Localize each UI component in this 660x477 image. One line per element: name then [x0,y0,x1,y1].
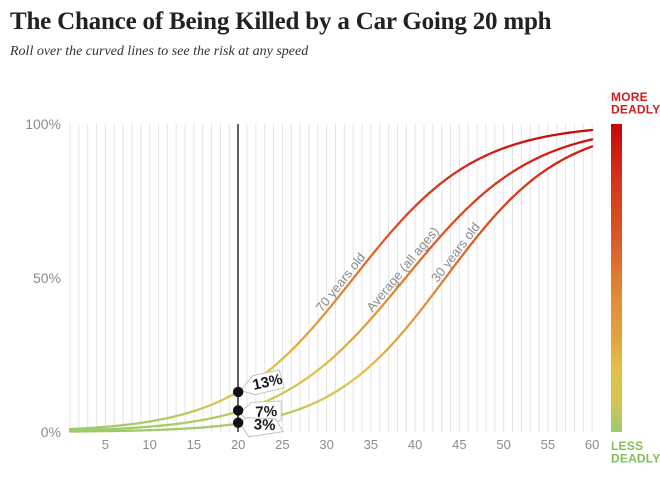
svg-text:DEADLY: DEADLY [611,452,660,466]
svg-text:60: 60 [585,437,599,452]
svg-text:Average (all ages): Average (all ages) [363,224,442,315]
svg-text:50%: 50% [33,270,61,286]
svg-text:30: 30 [319,437,333,452]
svg-text:70 years old: 70 years old [313,250,369,315]
svg-text:55: 55 [541,437,555,452]
svg-text:5: 5 [102,437,109,452]
svg-text:3%: 3% [254,416,276,434]
svg-text:DEADLY: DEADLY [611,103,660,117]
svg-text:15: 15 [187,437,201,452]
svg-text:10: 10 [142,437,156,452]
svg-text:40: 40 [408,437,422,452]
svg-text:45: 45 [452,437,466,452]
svg-text:20: 20 [231,437,245,452]
svg-text:35: 35 [364,437,378,452]
svg-text:0%: 0% [41,424,61,440]
svg-text:100%: 100% [25,116,61,132]
svg-text:50: 50 [496,437,510,452]
svg-text:25: 25 [275,437,289,452]
